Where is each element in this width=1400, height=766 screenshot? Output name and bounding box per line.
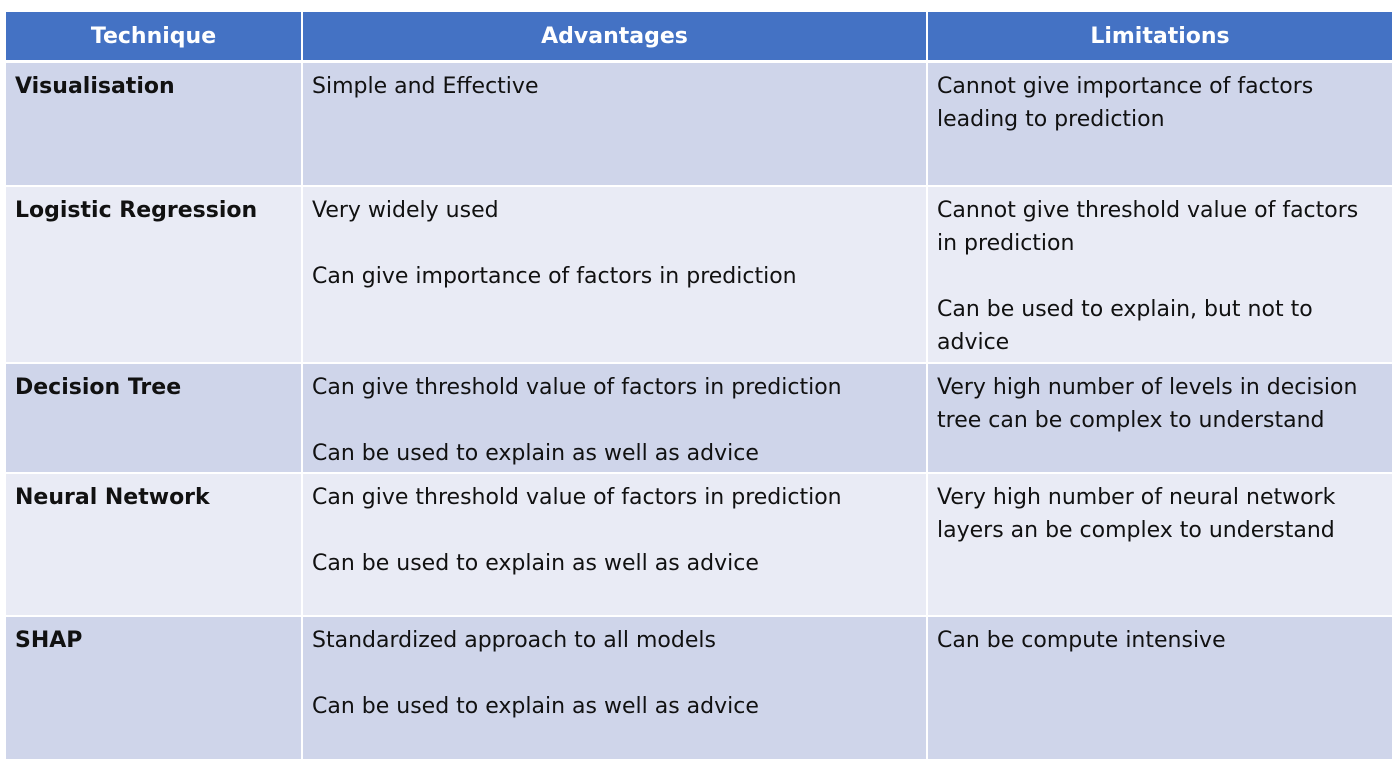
technique-name: Logistic Regression — [15, 197, 258, 223]
advantages-cell: Standardized approach to all models Can … — [302, 615, 928, 761]
header-row: Technique Advantages Limitations — [6, 12, 1392, 63]
table-row-decision-tree: Decision Tree Can give threshold value o… — [6, 362, 1392, 474]
table-row-logistic-regression: Logistic Regression Very widely used Can… — [6, 185, 1392, 364]
comparison-table: Technique Advantages Limitations Visuali… — [6, 12, 1392, 761]
advantage-item: Can be used to explain as well as advice — [312, 440, 759, 466]
table-header: Technique Advantages Limitations — [6, 12, 1392, 63]
limitations-cell: Very high number of levels in decision t… — [927, 362, 1392, 474]
header-advantages: Advantages — [302, 12, 928, 63]
limitation-item: Cannot give importance of factors leadin… — [937, 74, 1314, 132]
table-row-shap: SHAP Standardized approach to all models… — [6, 615, 1392, 761]
advantage-item: Can give threshold value of factors in p… — [312, 484, 842, 510]
advantage-item: Very widely used — [312, 197, 499, 223]
header-technique: Technique — [6, 12, 303, 63]
advantage-item: Can be used to explain as well as advice — [312, 550, 759, 576]
advantage-item: Simple and Effective — [312, 74, 539, 99]
advantages-cell: Very widely used Can give importance of … — [302, 185, 928, 364]
technique-name: Neural Network — [15, 484, 210, 510]
limitation-item: Can be compute intensive — [937, 627, 1226, 653]
limitations-cell: Very high number of neural network layer… — [927, 472, 1392, 617]
header-limitations: Limitations — [927, 12, 1392, 63]
table-body: Visualisation Simple and Effective Canno… — [6, 61, 1392, 761]
limitations-cell: Cannot give threshold value of factors i… — [927, 185, 1392, 364]
technique-cell: Visualisation — [6, 61, 303, 187]
limitation-item: Very high number of levels in decision t… — [937, 374, 1358, 433]
technique-name: Visualisation — [15, 74, 175, 99]
advantages-cell: Simple and Effective — [302, 61, 928, 187]
technique-cell: SHAP — [6, 615, 303, 761]
technique-name: SHAP — [15, 627, 83, 653]
limitation-item: Cannot give threshold value of factors i… — [937, 197, 1359, 256]
technique-name: Decision Tree — [15, 374, 182, 400]
limitations-cell: Cannot give importance of factors leadin… — [927, 61, 1392, 187]
limitations-cell: Can be compute intensive — [927, 615, 1392, 761]
technique-cell: Logistic Regression — [6, 185, 303, 364]
advantage-item: Standardized approach to all models — [312, 627, 716, 653]
advantage-item: Can give importance of factors in predic… — [312, 263, 797, 289]
table-row-visualisation: Visualisation Simple and Effective Canno… — [6, 61, 1392, 187]
limitation-item: Can be used to explain, but not to advic… — [937, 296, 1313, 355]
technique-cell: Decision Tree — [6, 362, 303, 474]
advantage-item: Can give threshold value of factors in p… — [312, 374, 842, 400]
advantage-item: Can be used to explain as well as advice — [312, 693, 759, 719]
limitation-item: Very high number of neural network layer… — [937, 484, 1336, 543]
advantages-cell: Can give threshold value of factors in p… — [302, 362, 928, 474]
table-row-neural-network: Neural Network Can give threshold value … — [6, 472, 1392, 617]
advantages-cell: Can give threshold value of factors in p… — [302, 472, 928, 617]
technique-cell: Neural Network — [6, 472, 303, 617]
comparison-table-container: Technique Advantages Limitations Visuali… — [6, 12, 1392, 761]
